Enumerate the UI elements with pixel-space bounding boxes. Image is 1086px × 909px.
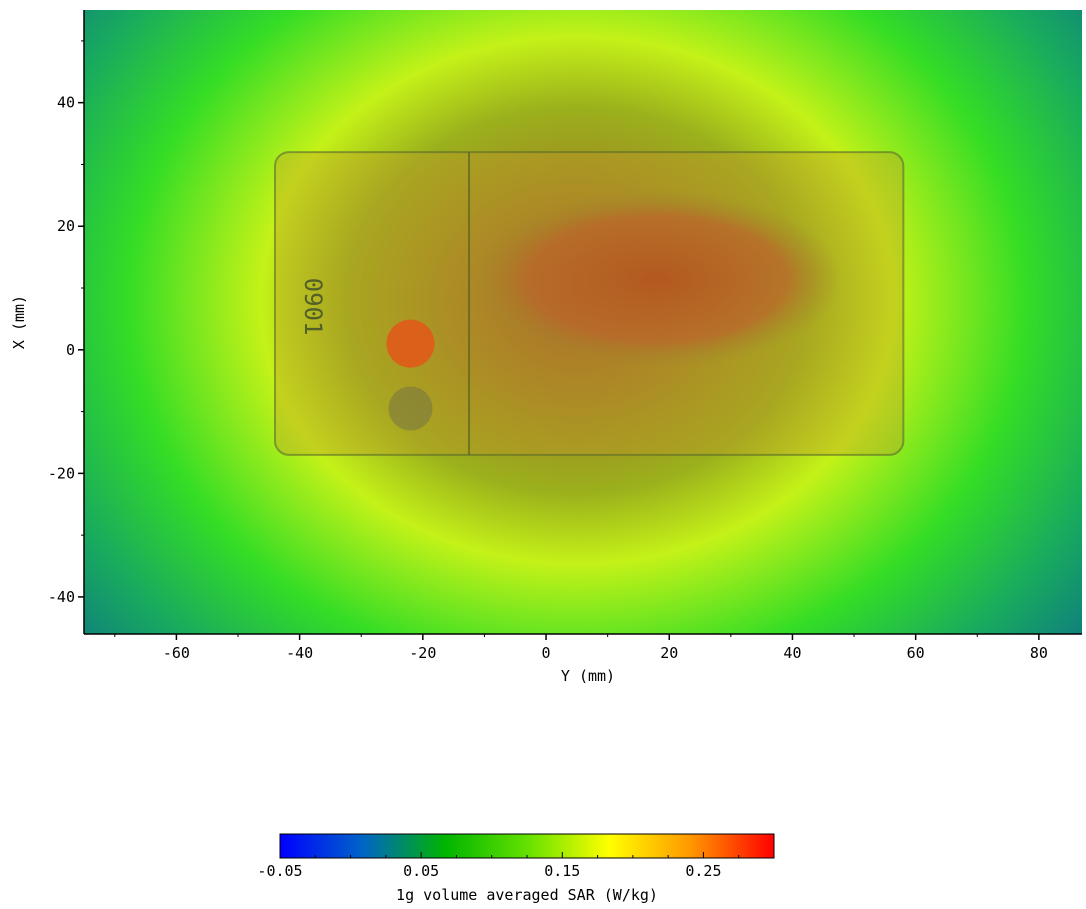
y-tick-label: 20 (57, 217, 75, 235)
x-tick-label: 60 (907, 644, 925, 662)
x-tick-label: -60 (163, 644, 190, 662)
y-axis-title: X (mm) (10, 295, 28, 349)
sar-hotspot (472, 189, 842, 369)
colorbar-tick-label: -0.05 (257, 862, 302, 880)
colorbar-tick-label: 0.05 (403, 862, 439, 880)
colorbar-gradient (279, 833, 775, 859)
x-tick-label: 80 (1030, 644, 1048, 662)
x-tick-label: 20 (660, 644, 678, 662)
x-ticks: -60 -40 -20 0 20 40 60 80 (114, 634, 1048, 662)
y-tick-label: 40 (57, 94, 75, 112)
y-tick-label: -20 (48, 464, 75, 482)
y-tick-label: 0 (66, 341, 75, 359)
flash-icon (388, 386, 433, 431)
x-tick-label: -20 (409, 644, 436, 662)
x-tick-label: 40 (783, 644, 801, 662)
colorbar-ticks: -0.05 0.05 0.15 0.25 (257, 852, 775, 880)
colorbar-tick-label: 0.15 (544, 862, 580, 880)
y-tick-label: -40 (48, 588, 75, 606)
x-axis-title: Y (mm) (561, 667, 615, 685)
y-ticks: -40 -20 0 20 40 (48, 40, 84, 606)
colorbar-tick-label: 0.25 (685, 862, 721, 880)
camera-icon (386, 319, 435, 368)
device-label: 0901 (299, 278, 327, 336)
colorbar-label: 1g volume averaged SAR (W/kg) (396, 886, 658, 904)
plot-axes: -60 -40 -20 0 20 40 60 80 -40 -20 0 20 40 (48, 10, 1082, 662)
x-tick-label: -40 (286, 644, 313, 662)
x-tick-label: 0 (542, 644, 551, 662)
device-overlay: 0901 (273, 151, 905, 456)
heatmap-area: 0901 (84, 10, 1082, 634)
colorbar: -0.05 0.05 0.15 0.25 1g volume averaged SAR… (257, 833, 775, 904)
